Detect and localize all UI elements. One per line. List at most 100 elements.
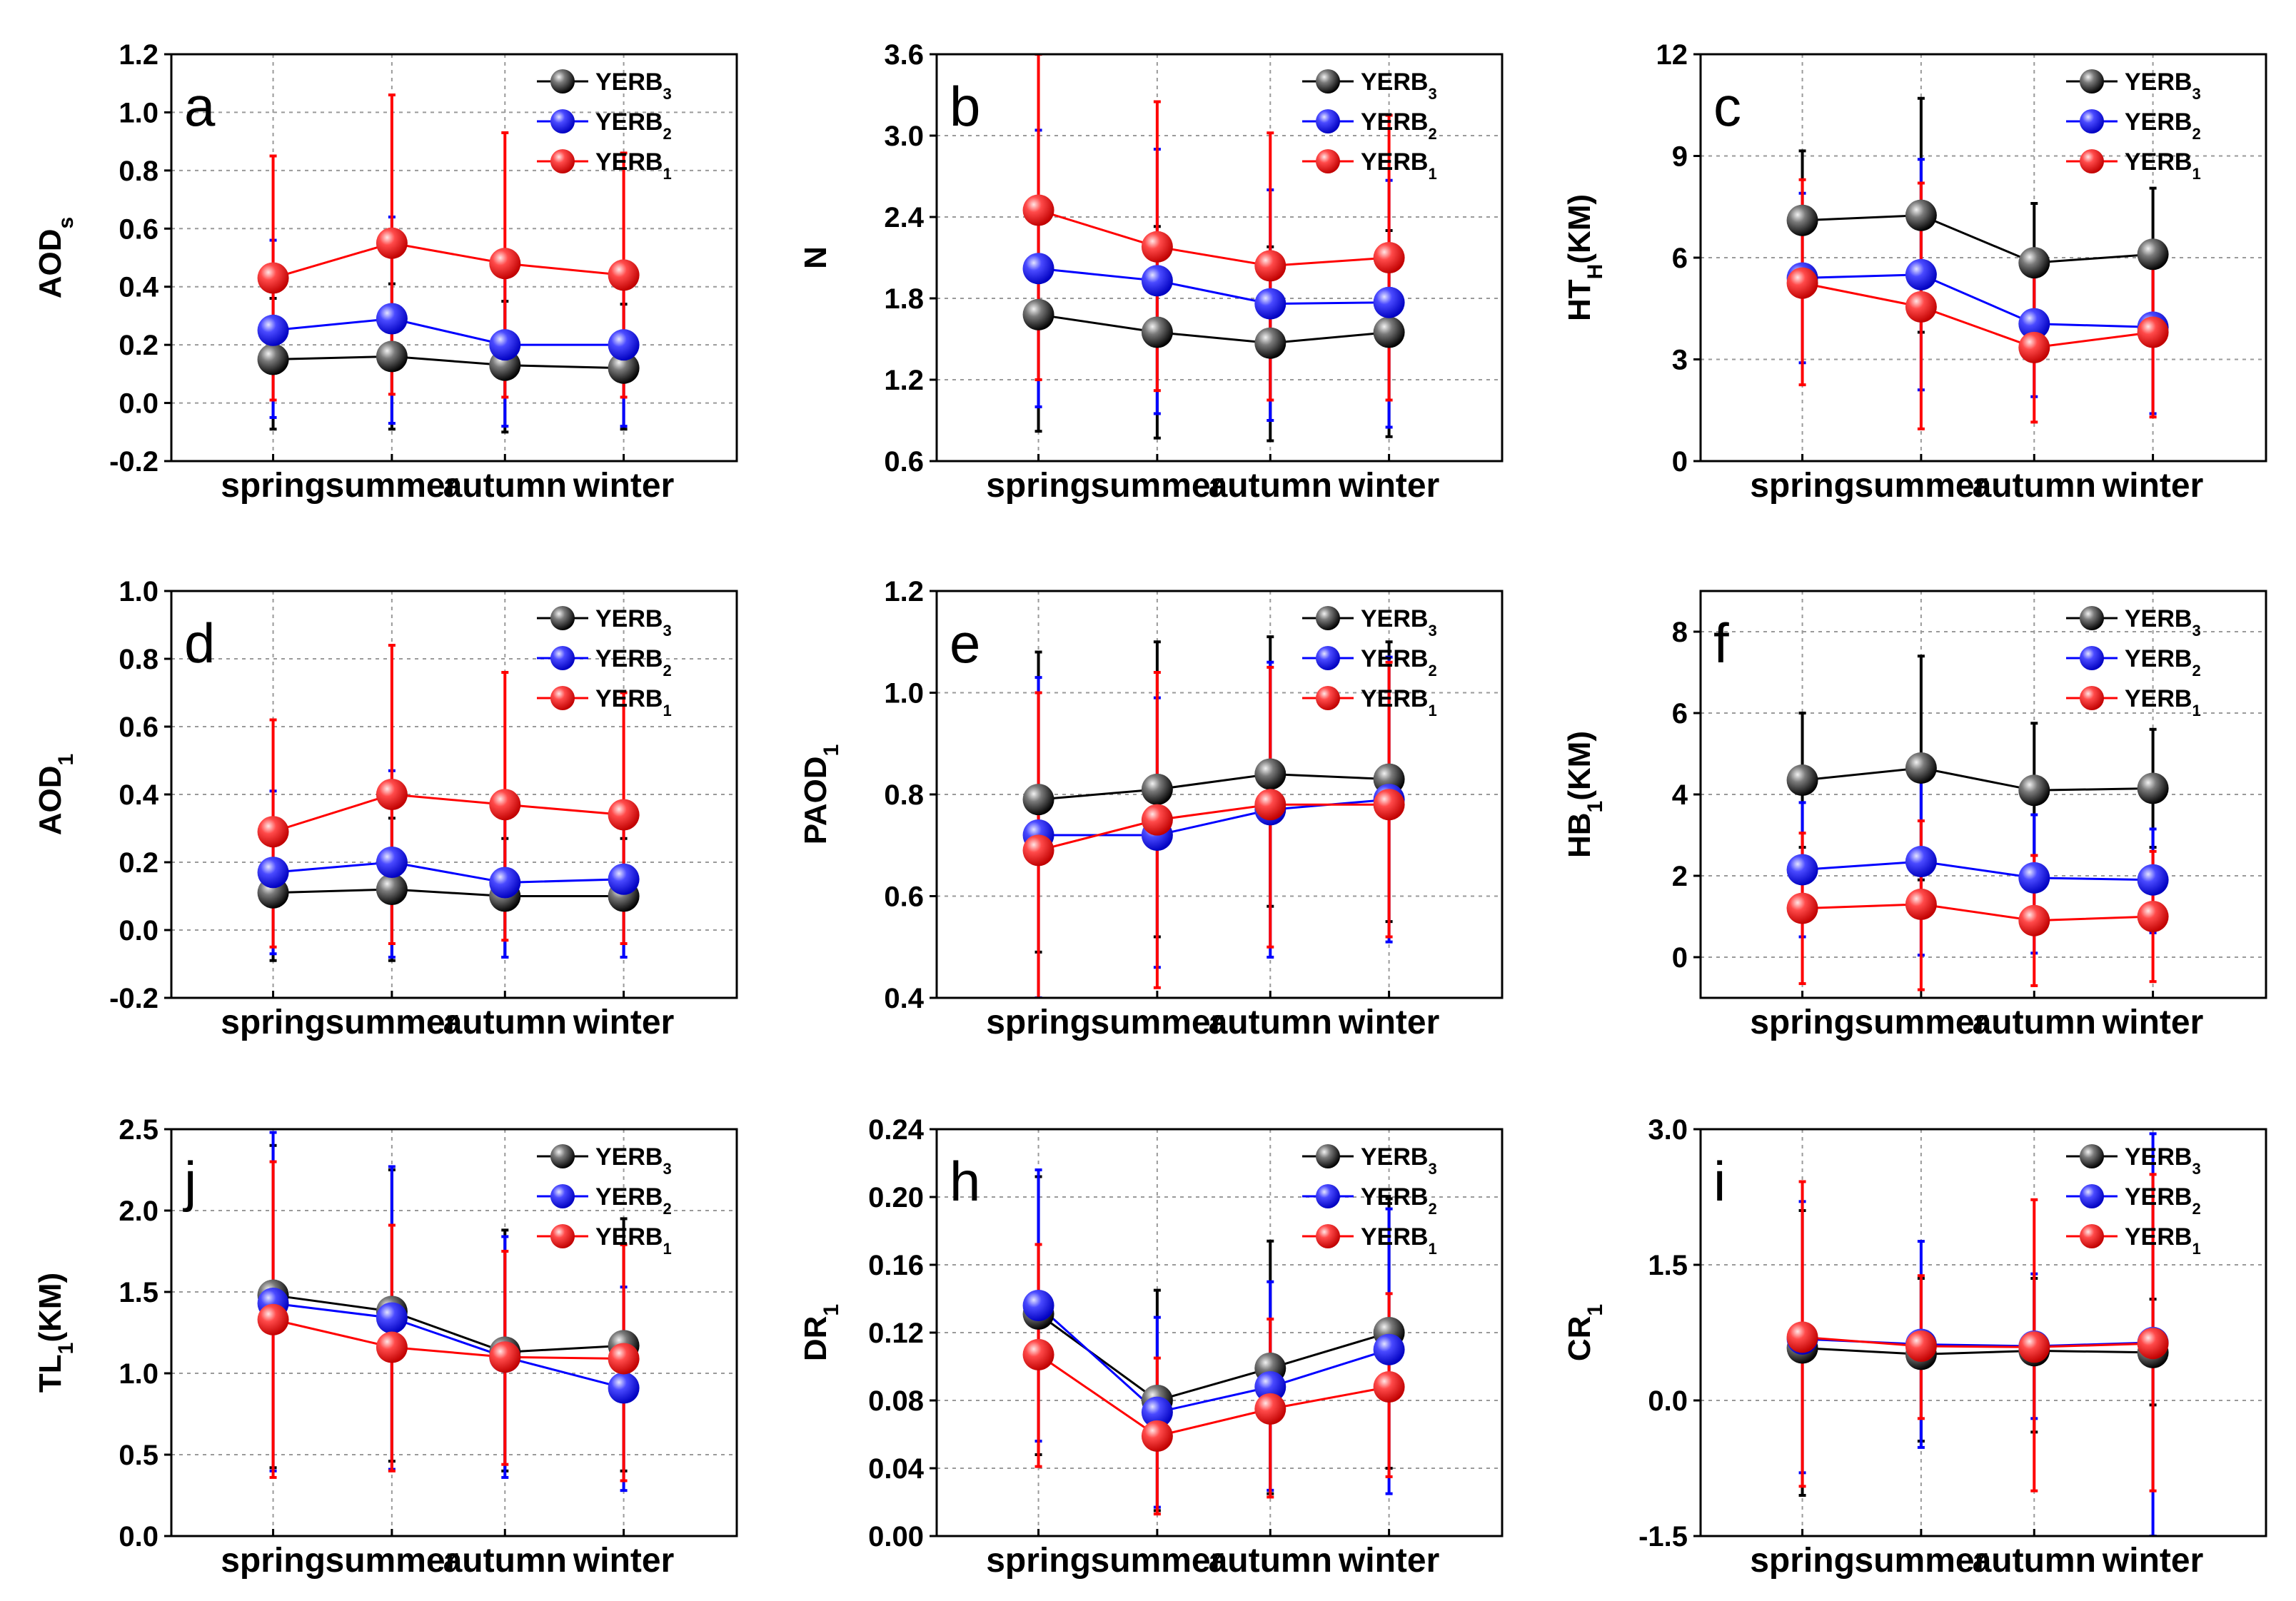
point-yerb3-summer	[1905, 199, 1937, 231]
series-line-yerb1	[273, 1318, 624, 1360]
series-line-yerb2	[273, 317, 624, 346]
y-axis-title: TL1(KM)	[33, 1273, 78, 1393]
x-tick-label-autumn: autumn	[443, 1004, 567, 1041]
x-tick-label-spring: spring	[986, 1542, 1091, 1580]
point-yerb2-autumn	[2018, 308, 2050, 340]
point-yerb3-autumn	[2018, 247, 2050, 279]
y-tick-label: 1.2	[119, 39, 158, 71]
plot-area	[1786, 655, 2169, 991]
y-tick-label: 0.4	[884, 983, 924, 1014]
point-yerb2-summer	[1141, 265, 1173, 297]
x-tick-label-spring: spring	[1750, 1004, 1855, 1041]
legend-marker	[1316, 1184, 1340, 1208]
y-tick-label: 0.0	[119, 915, 158, 946]
y-tick-label: 1.0	[119, 576, 158, 607]
point-yerb1-summer	[376, 227, 408, 259]
y-tick-label: 0.4	[119, 272, 158, 303]
y-tick-label: 0.2	[119, 847, 158, 879]
point-yerb1-autumn	[1254, 789, 1287, 821]
y-tick-label: 0.08	[868, 1385, 924, 1417]
x-tick-label-summer: summer	[1855, 1542, 1988, 1580]
legend-label: YERB3	[595, 1143, 672, 1178]
point-yerb3-spring	[1786, 764, 1818, 797]
point-yerb1-summer	[1905, 888, 1937, 920]
legend-item-yerb3: YERB3	[1302, 605, 1437, 640]
legend-item-yerb2: YERB2	[537, 645, 672, 680]
plot-frame	[170, 590, 738, 999]
legend-label: YERB1	[2125, 148, 2201, 183]
legend-marker	[550, 646, 575, 670]
point-yerb1-summer	[376, 1331, 408, 1363]
point-yerb1-spring	[1022, 834, 1054, 867]
legend-item-yerb2: YERB2	[2066, 108, 2201, 143]
point-yerb3-winter	[608, 352, 640, 384]
legend-marker	[1316, 69, 1340, 94]
series-line-yerb1	[273, 242, 624, 279]
x-tick-label-spring: spring	[221, 1004, 326, 1041]
point-yerb2-spring	[257, 314, 289, 346]
legend-label: YERB1	[1361, 685, 1437, 719]
x-tick-label-spring: spring	[986, 467, 1091, 505]
legend-marker	[2080, 1224, 2104, 1248]
legend-marker	[2080, 1144, 2104, 1168]
y-tick-label: 6	[1672, 243, 1688, 274]
legend-marker	[2080, 686, 2104, 710]
legend-label: YERB1	[595, 685, 672, 719]
legend-item-yerb1: YERB1	[537, 685, 672, 719]
panel-letter: e	[950, 612, 980, 675]
x-tick-label-winter: winter	[1338, 467, 1439, 505]
point-yerb1-spring	[257, 816, 289, 848]
legend-marker	[1316, 686, 1340, 710]
plot-area	[257, 94, 640, 434]
y-axis-title: DR1	[798, 1304, 843, 1361]
legend-marker	[1316, 1224, 1340, 1248]
x-tick-label-winter: winter	[573, 1542, 674, 1580]
legend-marker	[550, 686, 575, 710]
series-line-yerb3	[273, 1294, 624, 1353]
y-tick-label: 1.0	[119, 97, 158, 128]
legend-item-yerb3: YERB3	[537, 69, 672, 103]
point-yerb3-autumn	[1254, 327, 1287, 359]
legend-item-yerb1: YERB1	[2066, 148, 2201, 183]
legend-marker	[2080, 606, 2104, 630]
x-tick-label-summer: summer	[1091, 467, 1224, 505]
series-line-yerb2	[1037, 1304, 1390, 1414]
point-yerb3-winter	[2137, 772, 2169, 804]
y-tick-label: 3.0	[1648, 1114, 1688, 1146]
point-yerb1-spring	[1786, 267, 1818, 299]
plot-frame	[170, 53, 738, 463]
legend-label: YERB1	[2125, 685, 2201, 719]
legend-label: YERB3	[1361, 1143, 1437, 1178]
y-tick-label: 0.12	[868, 1318, 924, 1349]
series-line-yerb1	[1037, 1353, 1389, 1438]
legend-label: YERB2	[1361, 645, 1437, 680]
panel-letter: i	[1713, 1150, 1726, 1213]
y-tick-label: -1.5	[1638, 1521, 1688, 1552]
y-tick-label: 1.5	[119, 1277, 158, 1308]
point-yerb1-autumn	[489, 1341, 521, 1373]
legend-item-yerb3: YERB3	[537, 1143, 672, 1178]
y-tick-label: 1.0	[119, 1358, 158, 1390]
x-tick-label-winter: winter	[2102, 1542, 2203, 1580]
point-yerb2-winter	[608, 329, 640, 361]
point-yerb1-summer	[1141, 804, 1173, 836]
y-axis-title: CR1	[1562, 1304, 1607, 1361]
y-tick-label: 1.2	[884, 365, 924, 396]
legend-item-yerb1: YERB1	[1302, 685, 1437, 719]
legend-marker	[2080, 109, 2104, 133]
x-tick-label-summer: summer	[1855, 467, 1988, 505]
legend-marker	[550, 1184, 575, 1208]
point-yerb1-summer	[1905, 1330, 1937, 1362]
x-tick-label-autumn: autumn	[1209, 1004, 1332, 1041]
point-yerb2-autumn	[1254, 1371, 1287, 1403]
y-tick-label: -0.2	[109, 983, 158, 1014]
point-yerb2-winter	[2137, 864, 2169, 896]
y-tick-label: 8	[1672, 617, 1688, 648]
y-tick-label: 1.2	[884, 576, 924, 607]
x-tick-label-winter: winter	[2102, 1004, 2203, 1041]
legend-label: YERB1	[595, 148, 672, 183]
plot-area	[257, 1131, 640, 1493]
point-yerb1-winter	[1373, 789, 1405, 821]
legend-label: YERB3	[595, 69, 672, 103]
